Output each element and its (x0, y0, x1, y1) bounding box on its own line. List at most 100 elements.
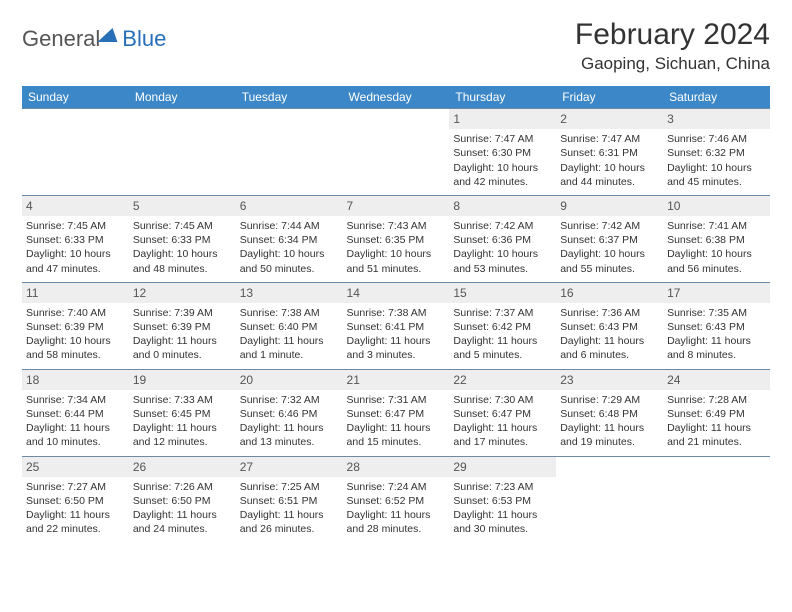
sunrise-line: Sunrise: 7:27 AM (26, 480, 125, 494)
day-number: 1 (449, 109, 556, 129)
day-number: 15 (449, 283, 556, 303)
sunset-line: Sunset: 6:43 PM (560, 320, 659, 334)
calendar-cell: 5 Sunrise: 7:45 AMSunset: 6:33 PMDaylight… (129, 195, 236, 282)
sunset-line: Sunset: 6:45 PM (133, 407, 232, 421)
day-number: 5 (129, 196, 236, 216)
daylight-line: Daylight: 10 hours and 47 minutes. (26, 247, 125, 275)
calendar-cell: 18 Sunrise: 7:34 AMSunset: 6:44 PMDayligh… (22, 369, 129, 456)
calendar-cell: 10Sunrise: 7:41 AMSunset: 6:38 PMDayligh… (663, 195, 770, 282)
daylight-line: Daylight: 10 hours and 51 minutes. (347, 247, 446, 275)
calendar-cell: 6Sunrise: 7:44 AMSunset: 6:34 PMDaylight… (236, 195, 343, 282)
sunrise-line: Sunrise: 7:26 AM (133, 480, 232, 494)
sunset-line: Sunset: 6:50 PM (133, 494, 232, 508)
daylight-line: Daylight: 11 hours and 22 minutes. (26, 508, 125, 536)
daylight-line: Daylight: 11 hours and 13 minutes. (240, 421, 339, 449)
sunrise-line: Sunrise: 7:38 AM (347, 306, 446, 320)
calendar-cell: 9Sunrise: 7:42 AMSunset: 6:37 PMDaylight… (556, 195, 663, 282)
sunrise-line: Sunrise: 7:39 AM (133, 306, 232, 320)
sunset-line: Sunset: 6:35 PM (347, 233, 446, 247)
weekday-header-row: Sunday Monday Tuesday Wednesday Thursday… (22, 86, 770, 109)
calendar-row: 25Sunrise: 7:27 AMSunset: 6:50 PMDayligh… (22, 456, 770, 542)
sunset-line: Sunset: 6:42 PM (453, 320, 552, 334)
daylight-line: Daylight: 10 hours and 58 minutes. (26, 334, 125, 362)
sunrise-line: Sunrise: 7:36 AM (560, 306, 659, 320)
calendar-row: 4Sunrise: 7:45 AMSunset: 6:33 PMDaylight… (22, 195, 770, 282)
sunset-line: Sunset: 6:36 PM (453, 233, 552, 247)
weekday-header: Saturday (663, 86, 770, 109)
sunset-line: Sunset: 6:47 PM (453, 407, 552, 421)
daylight-line: Daylight: 11 hours and 0 minutes. (133, 334, 232, 362)
sunrise-line: Sunrise: 7:31 AM (347, 393, 446, 407)
sunrise-line: Sunrise: 7:45 AM (26, 219, 125, 233)
daylight-line: Daylight: 11 hours and 10 minutes. (26, 421, 125, 449)
day-number: 20 (236, 370, 343, 390)
daylight-line: Daylight: 10 hours and 45 minutes. (667, 161, 766, 189)
sunset-line: Sunset: 6:33 PM (133, 233, 232, 247)
daylight-line: Daylight: 10 hours and 53 minutes. (453, 247, 552, 275)
calendar-cell: 29Sunrise: 7:23 AMSunset: 6:53 PMDayligh… (449, 456, 556, 542)
daylight-line: Daylight: 10 hours and 48 minutes. (133, 247, 232, 275)
weekday-header: Wednesday (343, 86, 450, 109)
sunrise-line: Sunrise: 7:28 AM (667, 393, 766, 407)
calendar-cell: 7Sunrise: 7:43 AMSunset: 6:35 PMDaylight… (343, 195, 450, 282)
sunset-line: Sunset: 6:34 PM (240, 233, 339, 247)
calendar-cell: 28Sunrise: 7:24 AMSunset: 6:52 PMDayligh… (343, 456, 450, 542)
daylight-line: Daylight: 11 hours and 17 minutes. (453, 421, 552, 449)
logo-triangle-icon (98, 28, 123, 42)
day-number: 21 (343, 370, 450, 390)
sunrise-line: Sunrise: 7:44 AM (240, 219, 339, 233)
day-number: 29 (449, 457, 556, 477)
daylight-line: Daylight: 11 hours and 6 minutes. (560, 334, 659, 362)
calendar-cell: 20 Sunrise: 7:32 AMSunset: 6:46 PMDayligh… (236, 369, 343, 456)
sunset-line: Sunset: 6:51 PM (240, 494, 339, 508)
calendar-row: 1Sunrise: 7:47 AMSunset: 6:30 PMDaylight… (22, 109, 770, 196)
daylight-line: Daylight: 10 hours and 56 minutes. (667, 247, 766, 275)
daylight-line: Daylight: 11 hours and 19 minutes. (560, 421, 659, 449)
calendar-cell (343, 109, 450, 196)
calendar-cell: 21Sunrise: 7:31 AMSunset: 6:47 PMDayligh… (343, 369, 450, 456)
sunset-line: Sunset: 6:41 PM (347, 320, 446, 334)
logo: General Blue (22, 18, 166, 52)
sunset-line: Sunset: 6:46 PM (240, 407, 339, 421)
day-number: 27 (236, 457, 343, 477)
sunrise-line: Sunrise: 7:30 AM (453, 393, 552, 407)
calendar-cell: 4 Sunrise: 7:45 AMSunset: 6:33 PMDaylight… (22, 195, 129, 282)
sunrise-line: Sunrise: 7:34 AM (26, 393, 125, 407)
sunset-line: Sunset: 6:47 PM (347, 407, 446, 421)
day-number: 17 (663, 283, 770, 303)
day-number: 3 (663, 109, 770, 129)
daylight-line: Daylight: 11 hours and 3 minutes. (347, 334, 446, 362)
sunset-line: Sunset: 6:44 PM (26, 407, 125, 421)
calendar-cell: 11Sunrise: 7:40 AMSunset: 6:39 PMDayligh… (22, 282, 129, 369)
sunrise-line: Sunrise: 7:33 AM (133, 393, 232, 407)
sunset-line: Sunset: 6:37 PM (560, 233, 659, 247)
day-number: 16 (556, 283, 663, 303)
day-number: 4 (22, 196, 129, 216)
calendar-cell (663, 456, 770, 542)
calendar-cell: 15Sunrise: 7:37 AMSunset: 6:42 PMDayligh… (449, 282, 556, 369)
daylight-line: Daylight: 10 hours and 55 minutes. (560, 247, 659, 275)
daylight-line: Daylight: 10 hours and 42 minutes. (453, 161, 552, 189)
day-number: 11 (22, 283, 129, 303)
sunset-line: Sunset: 6:40 PM (240, 320, 339, 334)
day-number: 2 (556, 109, 663, 129)
sunrise-line: Sunrise: 7:32 AM (240, 393, 339, 407)
daylight-line: Daylight: 10 hours and 44 minutes. (560, 161, 659, 189)
daylight-line: Daylight: 11 hours and 30 minutes. (453, 508, 552, 536)
sunrise-line: Sunrise: 7:35 AM (667, 306, 766, 320)
location-label: Gaoping, Sichuan, China (575, 54, 770, 74)
sunset-line: Sunset: 6:53 PM (453, 494, 552, 508)
sunset-line: Sunset: 6:30 PM (453, 146, 552, 160)
day-number: 18 (22, 370, 129, 390)
header: General Blue February 2024 Gaoping, Sich… (22, 18, 770, 74)
sunset-line: Sunset: 6:33 PM (26, 233, 125, 247)
calendar-table: Sunday Monday Tuesday Wednesday Thursday… (22, 86, 770, 542)
calendar-cell: 17Sunrise: 7:35 AMSunset: 6:43 PMDayligh… (663, 282, 770, 369)
daylight-line: Daylight: 11 hours and 8 minutes. (667, 334, 766, 362)
daylight-line: Daylight: 11 hours and 26 minutes. (240, 508, 339, 536)
sunrise-line: Sunrise: 7:37 AM (453, 306, 552, 320)
sunrise-line: Sunrise: 7:45 AM (133, 219, 232, 233)
calendar-cell (236, 109, 343, 196)
sunset-line: Sunset: 6:31 PM (560, 146, 659, 160)
title-block: February 2024 Gaoping, Sichuan, China (575, 18, 770, 74)
